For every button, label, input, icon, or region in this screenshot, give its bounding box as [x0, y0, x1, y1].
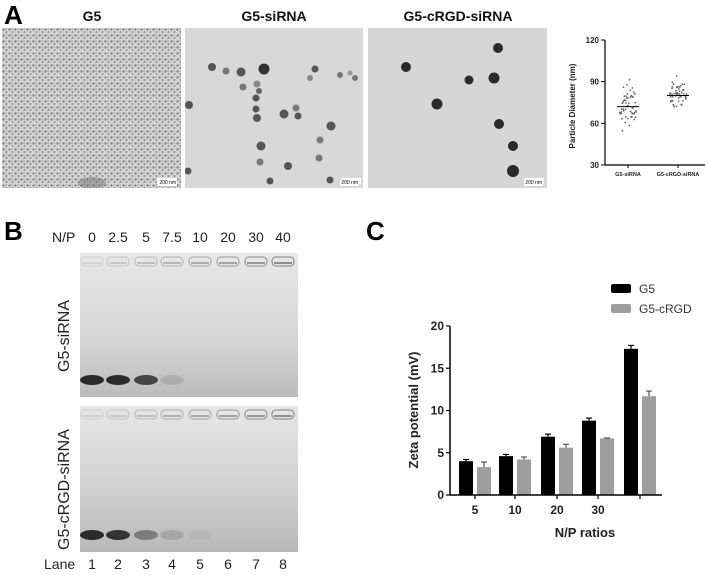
tem-title-g5: G5 [82, 8, 102, 24]
svg-text:10: 10 [431, 404, 445, 418]
svg-text:G5-cRGD: G5-cRGD [639, 302, 692, 316]
svg-text:5: 5 [472, 503, 479, 517]
zc-x-axis-label: N/P ratios [555, 525, 615, 540]
lane-number: 7 [252, 556, 260, 572]
svg-text:120: 120 [586, 36, 600, 45]
pd-data-points [617, 75, 689, 132]
tem-image-g5-sirna: 200 nm [185, 28, 363, 188]
gel-label-g5-sirna: G5-siRNA [56, 299, 73, 372]
tem-title-g5-crgd-sirna: G5-cRGD-siRNA [403, 8, 513, 24]
lane-number: 5 [196, 556, 204, 572]
svg-text:G5-cRGD-siRNA: G5-cRGD-siRNA [657, 172, 700, 178]
gel-g5-sirna [80, 253, 298, 397]
scale-bar-g5-sirna: 200 nm [340, 180, 359, 186]
np-header: N/P [52, 229, 76, 245]
svg-text:20: 20 [431, 319, 445, 333]
np-value: 10 [192, 229, 208, 245]
svg-text:0: 0 [437, 488, 444, 502]
np-value: 2.5 [108, 229, 128, 245]
np-value: 20 [220, 229, 236, 245]
lane-number: 2 [114, 556, 122, 572]
zc-legend: G5 G5-cRGD [611, 282, 692, 316]
panel-label-a: A [4, 0, 23, 30]
tem-image-g5-crgd-sirna: 200 nm [368, 28, 547, 188]
svg-text:30: 30 [591, 503, 605, 517]
tem-title-g5-sirna: G5-siRNA [241, 8, 307, 24]
particle-diameter-chart: 30 60 90 120 G5-siRNA G5-cRGD-siRNA Particle… [568, 36, 705, 178]
panel-label-b: B [4, 216, 23, 246]
scale-bar-g5-crgd-sirna: 200 nm [524, 180, 543, 186]
scale-bar-g5: 200 nm [158, 180, 177, 186]
np-value: 7.5 [162, 229, 182, 245]
pd-axes [604, 40, 705, 166]
lane-number: 4 [168, 556, 176, 572]
tem-g5-sirna-particles [185, 63, 361, 185]
lane-number: 6 [224, 556, 232, 572]
lane-number: 1 [88, 556, 96, 572]
svg-text:10: 10 [508, 503, 522, 517]
np-value: 40 [275, 229, 291, 245]
svg-text:15: 15 [431, 361, 445, 375]
gel-g5-sirna-bands [80, 256, 295, 385]
svg-text:5: 5 [437, 446, 444, 460]
np-value: 30 [248, 229, 264, 245]
gel-g5-crgd-sirna-bands [80, 409, 295, 540]
tem-image-g5: 200 nm [2, 28, 181, 188]
np-value: 0 [88, 229, 96, 245]
svg-text:G5-siRNA: G5-siRNA [615, 172, 641, 178]
zc-bars [459, 344, 656, 495]
zeta-potential-chart: G5 G5-cRGD 0 5 10 15 20 5 10 20 30 Zeta potential… [406, 282, 692, 540]
zc-y-axis-label: Zeta potential (mV) [406, 351, 421, 468]
lane-header: Lane [44, 556, 76, 572]
pd-y-axis-label: Particle Diameter (nm) [568, 63, 577, 148]
svg-text:20: 20 [550, 503, 564, 517]
svg-text:60: 60 [590, 119, 599, 128]
lane-number: 8 [279, 556, 287, 572]
lane-number: 3 [142, 556, 150, 572]
tem-g5-crgd-sirna-particles [401, 43, 544, 184]
svg-text:30: 30 [590, 161, 599, 170]
svg-text:90: 90 [590, 78, 599, 87]
panel-label-c: C [366, 216, 385, 246]
gel-label-g5-crgd-sirna: G5-cRGD-siRNA [56, 429, 73, 550]
tem-g5-texture [2, 28, 181, 188]
gel-g5-crgd-sirna [80, 406, 298, 552]
svg-text:G5: G5 [639, 282, 655, 296]
zc-axes: 0 5 10 15 20 5 10 20 30 [431, 319, 662, 517]
np-value: 5 [142, 229, 150, 245]
pd-x-labels: G5-siRNA G5-cRGD-siRNA [615, 165, 699, 178]
pd-y-ticks: 30 60 90 120 [586, 36, 605, 170]
